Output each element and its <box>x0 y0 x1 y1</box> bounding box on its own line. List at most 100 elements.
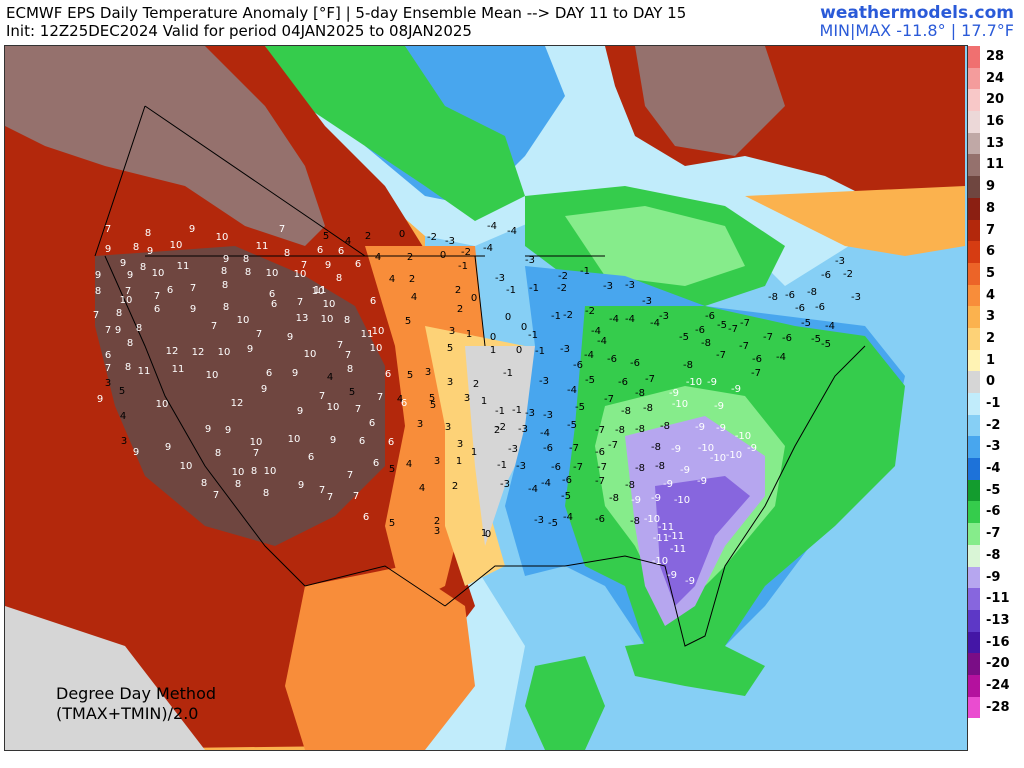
legend-swatch <box>968 696 980 719</box>
anomaly-value-label: -6 <box>752 354 762 365</box>
rockies-core <box>95 246 385 546</box>
legend-item: 6 <box>968 241 1018 263</box>
anomaly-value-label: -7 <box>716 350 726 361</box>
anomaly-value-label: 1 <box>481 528 487 539</box>
legend-label: -1 <box>986 396 1001 411</box>
mexico-orange <box>285 566 475 750</box>
anomaly-value-label: -1 <box>512 405 522 416</box>
anomaly-value-label: 1 <box>456 456 462 467</box>
anomaly-value-label: 6 <box>355 259 361 270</box>
legend-item: -8 <box>968 544 1018 567</box>
anomaly-value-label: -6 <box>562 475 572 486</box>
anomaly-value-label: 0 <box>471 293 477 304</box>
anomaly-value-label: 2 <box>409 274 415 285</box>
anomaly-value-label: -7 <box>740 318 750 329</box>
legend-item: 8 <box>968 197 1018 220</box>
legend-label: 7 <box>986 222 996 238</box>
anomaly-value-label: -3 <box>659 311 669 322</box>
anomaly-value-label: 5 <box>349 387 355 398</box>
anomaly-value-label: -9 <box>667 570 677 581</box>
anomaly-value-label: -9 <box>697 476 707 487</box>
anomaly-value-label: -2 <box>558 271 568 282</box>
anomaly-value-label: 7 <box>93 310 99 321</box>
legend-label: 4 <box>986 287 996 303</box>
anomaly-value-label: -3 <box>603 281 613 292</box>
anomaly-value-label: -8 <box>807 287 817 298</box>
anomaly-value-label: 10 <box>372 326 385 337</box>
legend-swatch <box>968 371 980 393</box>
anomaly-value-label: 8 <box>245 267 251 278</box>
anomaly-value-label: 6 <box>373 458 379 469</box>
anomaly-value-label: 7 <box>213 490 219 501</box>
legend-item: -4 <box>968 458 1018 480</box>
legend-item: 20 <box>968 89 1018 112</box>
anomaly-value-label: -10 <box>735 431 751 442</box>
anomaly-value-label: -4 <box>487 221 497 232</box>
anomaly-value-label: 9 <box>247 344 253 355</box>
anomaly-value-label: 4 <box>120 411 126 422</box>
anomaly-value-label: -1 <box>551 311 561 322</box>
legend-item: 0 <box>968 371 1018 393</box>
legend-swatch <box>968 67 980 90</box>
anomaly-value-label: -11 <box>668 531 684 542</box>
anomaly-value-label: -9 <box>671 444 681 455</box>
legend-label: 2 <box>986 330 996 346</box>
anomaly-value-label: -4 <box>650 318 660 329</box>
anomaly-value-label: 6 <box>269 289 275 300</box>
site-name[interactable]: weathermodels.com <box>820 3 1014 23</box>
anomaly-value-label: 4 <box>406 459 412 470</box>
anomaly-value-label: 9 <box>147 246 153 257</box>
legend-item: -11 <box>968 588 1018 610</box>
anomaly-value-label: -2 <box>563 310 573 321</box>
anomaly-value-label: -9 <box>631 495 641 506</box>
anomaly-value-label: -1 <box>506 285 516 296</box>
anomaly-value-label: 4 <box>375 252 381 263</box>
method-line1: Degree Day Method <box>56 684 217 703</box>
anomaly-value-label: -8 <box>635 424 645 435</box>
anomaly-value-label: 9 <box>325 260 331 271</box>
anomaly-value-label: -7 <box>608 440 618 451</box>
anomaly-value-label: 8 <box>133 242 139 253</box>
anomaly-value-label: -4 <box>541 478 551 489</box>
legend-label: 3 <box>986 309 996 325</box>
anomaly-value-label: 10 <box>288 434 301 445</box>
anomaly-value-label: 9 <box>165 442 171 453</box>
anomaly-value-label: -3 <box>534 515 544 526</box>
anomaly-value-label: 6 <box>369 418 375 429</box>
anomaly-value-label: 10 <box>323 299 336 310</box>
anomaly-value-label: -7 <box>595 476 605 487</box>
anomaly-value-label: 5 <box>430 400 436 411</box>
cuba-green <box>625 636 765 696</box>
anomaly-value-label: -4 <box>540 428 550 439</box>
legend-label: 20 <box>986 92 1005 108</box>
anomaly-value-label: 8 <box>344 315 350 326</box>
anomaly-value-label: -8 <box>635 388 645 399</box>
anomaly-value-label: -6 <box>607 354 617 365</box>
anomaly-value-label: -7 <box>751 368 761 379</box>
legend-item: 3 <box>968 306 1018 328</box>
anomaly-value-label: 9 <box>97 394 103 405</box>
legend-label: -11 <box>986 591 1010 607</box>
anomaly-value-label: 0 <box>440 250 446 261</box>
map-subtitle: Init: 12Z25DEC2024 Valid for period 04JA… <box>6 22 472 40</box>
color-legend: 28 24 20 16 13 11 9 8 7 6 5 4 3 2 1 0 -1 -2 -3 -4 -5 -6 -7 -8 -9… <box>968 46 1018 719</box>
legend-label: -16 <box>986 634 1010 650</box>
anomaly-value-label: 8 <box>347 364 353 375</box>
anomaly-value-label: 4 <box>327 372 333 383</box>
legend-item: -6 <box>968 501 1018 524</box>
anomaly-value-label: 5 <box>407 370 413 381</box>
anomaly-value-label: -7 <box>597 462 607 473</box>
anomaly-value-label: -3 <box>642 296 652 307</box>
anomaly-value-label: -6 <box>695 325 705 336</box>
anomaly-value-label: 0 <box>516 345 522 356</box>
anomaly-value-label: 2 <box>434 516 440 527</box>
anomaly-value-label: -10 <box>672 399 688 410</box>
legend-item: 1 <box>968 349 1018 372</box>
anomaly-value-label: 1 <box>490 345 496 356</box>
anomaly-value-label: -3 <box>543 410 553 421</box>
map-title: ECMWF EPS Daily Temperature Anomaly [°F]… <box>6 4 687 22</box>
legend-label: 0 <box>986 374 996 390</box>
anomaly-value-label: -1 <box>495 406 505 417</box>
anomaly-value-label: 9 <box>133 447 139 458</box>
